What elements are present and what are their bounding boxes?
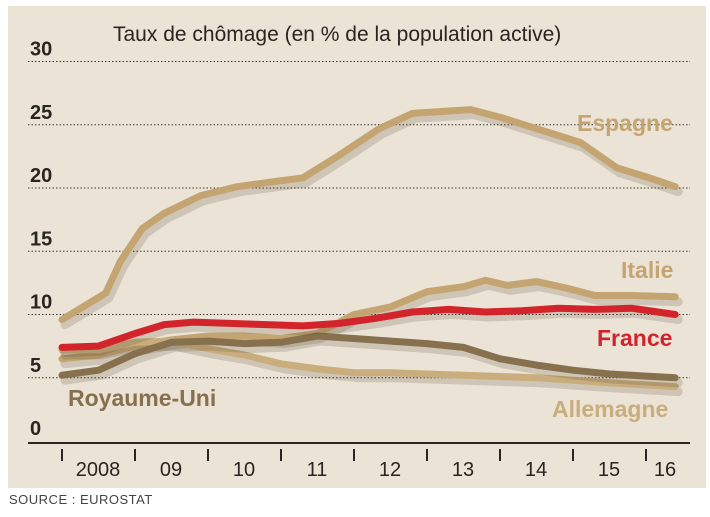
y-tick-label: 30: [30, 39, 52, 61]
series-line-espagne: [58, 106, 679, 324]
label-royaume-uni: Royaume-Uni: [68, 385, 216, 411]
y-tick-label: 25: [30, 102, 52, 124]
x-tick-label: 16: [654, 459, 676, 481]
series-line-royaume-uni: [58, 332, 679, 382]
series-line-france: [58, 304, 679, 351]
label-allemagne: Allemagne: [552, 396, 668, 422]
x-tick-label: 11: [307, 459, 328, 481]
chart-title: Taux de chômage (en % de la population a…: [113, 23, 561, 46]
y-tick-label: 0: [30, 418, 41, 440]
series-line-allemagne: [58, 337, 679, 391]
x-tick-label: 10: [233, 459, 255, 481]
x-tick-label: 12: [379, 459, 401, 481]
label-italie: Italie: [621, 257, 673, 283]
chart-background: [8, 6, 706, 488]
label-espagne: Espagne: [577, 110, 673, 136]
y-tick-label: 5: [30, 355, 41, 377]
y-tick-label: 20: [30, 165, 52, 187]
source-note: SOURCE : EUROSTAT: [9, 492, 153, 507]
y-tick-label: 15: [30, 228, 52, 250]
x-tick-label: 15: [598, 459, 620, 481]
y-tick-label: 10: [30, 292, 52, 314]
x-tick-label: 13: [452, 459, 474, 481]
x-tick-label: 2008: [76, 459, 121, 481]
series-shadow: [60, 308, 683, 357]
x-tick-label: 09: [160, 459, 182, 481]
x-tick-label: 14: [525, 459, 547, 481]
label-france: France: [597, 325, 672, 351]
series-shadow: [60, 336, 683, 388]
